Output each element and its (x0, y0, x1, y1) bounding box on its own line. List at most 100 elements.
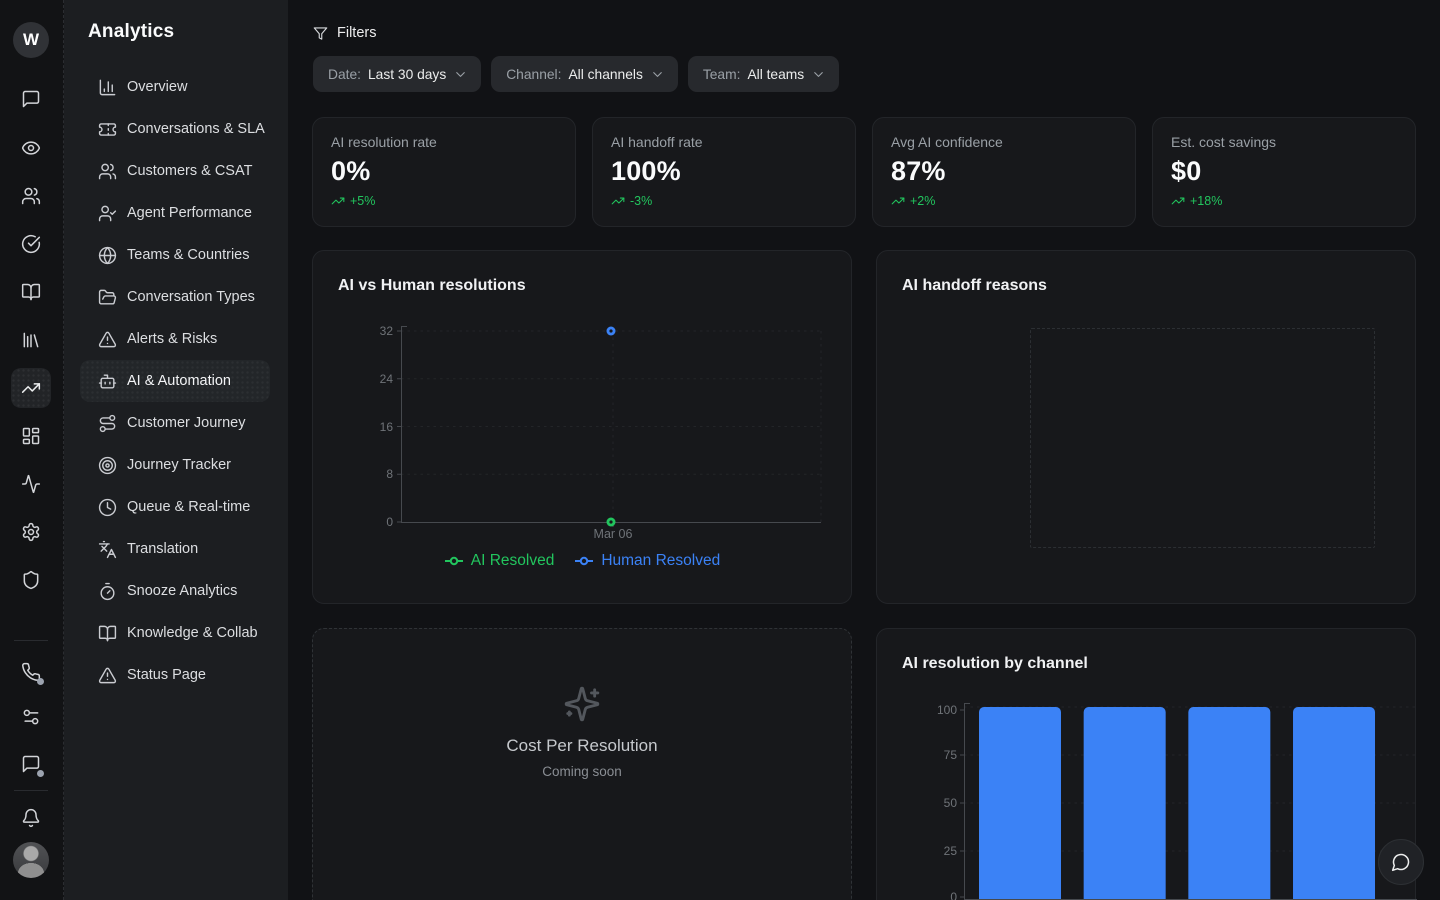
date-filter-dropdown[interactable]: Date: Last 30 days (313, 56, 482, 92)
metric-value: 87% (891, 156, 946, 186)
team-filter-dropdown[interactable]: Team: All teams (687, 56, 840, 92)
metric-value: 100% (611, 156, 681, 186)
y-tick: 50 (944, 796, 958, 810)
metric-label: Avg AI confidence (891, 134, 1003, 150)
avatar[interactable] (13, 842, 49, 878)
filter-value: All channels (568, 66, 643, 82)
bot-icon (98, 373, 117, 389)
activity-icon[interactable] (21, 474, 41, 494)
channel-bar (1083, 707, 1166, 899)
chart-column-icon (99, 79, 116, 95)
sidebar-item-label: Alerts & Risks (127, 331, 218, 347)
metric-label: Est. cost savings (1171, 134, 1277, 150)
chat-status-dot (37, 770, 44, 777)
metric-card-ai-resolution-rate: AI resolution rate 0% +5% (312, 117, 576, 227)
target-icon (98, 456, 117, 474)
book-open-icon[interactable] (21, 282, 41, 302)
sidebar: Analytics Overview Conversations & SLA C… (64, 0, 288, 900)
y-tick: 100 (937, 703, 957, 717)
globe-icon (98, 246, 117, 264)
dashboard-grid-icon[interactable] (21, 426, 41, 446)
trending-up-icon (1171, 197, 1185, 205)
channel-bars-plot: 100 75 50 25 0 (937, 703, 1417, 900)
metric-trend: +5% (331, 194, 557, 208)
legend-ai-resolved: AI Resolved (444, 552, 554, 570)
sidebar-item-ai-automation[interactable]: AI & Automation (80, 360, 270, 402)
sliders-icon[interactable] (21, 707, 41, 727)
sidebar-item-label: Teams & Countries (127, 247, 250, 263)
chevron-down-icon (456, 71, 466, 77)
metric-trend: -3% (611, 194, 837, 208)
chevron-down-icon (814, 71, 823, 77)
metric-card-ai-handoff-rate: AI handoff rate 100% -3% (592, 117, 856, 227)
ai-handoff-reasons-panel: AI handoff reasons (876, 250, 1416, 604)
check-circle-icon[interactable] (21, 234, 41, 254)
rail-divider (14, 640, 48, 641)
shield-icon[interactable] (21, 570, 41, 590)
messages-icon[interactable] (21, 89, 41, 109)
bell-icon[interactable] (21, 808, 41, 828)
data-point-center (609, 329, 613, 333)
channel-filter-dropdown[interactable]: Channel: All channels (491, 56, 678, 92)
legend-marker-icon (575, 556, 594, 566)
sidebar-item-overview[interactable]: Overview (80, 66, 270, 108)
support-chat-button[interactable] (1378, 839, 1424, 885)
sidebar-item-label: Conversations & SLA (127, 121, 265, 137)
sidebar-item-label: Translation (127, 541, 199, 557)
metric-trend: +18% (1171, 194, 1397, 208)
alert-triangle-icon (98, 331, 117, 347)
legend-marker-icon (444, 556, 463, 566)
user-check-icon (98, 205, 117, 221)
sidebar-item-journey-tracker[interactable]: Journey Tracker (80, 444, 270, 486)
ai-resolution-by-channel-panel: AI resolution by channel (876, 628, 1417, 900)
sidebar-item-label: Conversation Types (127, 289, 255, 305)
metric-trend: +2% (891, 194, 1117, 208)
sidebar-item-label: AI & Automation (127, 373, 231, 389)
phone-status-dot (37, 678, 44, 685)
sidebar-item-status-page[interactable]: Status Page (80, 654, 270, 696)
phone-icon[interactable] (21, 662, 44, 685)
library-icon[interactable] (21, 330, 41, 350)
chat-icon[interactable] (21, 754, 44, 777)
rail-divider (14, 790, 48, 791)
funnel-icon (313, 26, 328, 40)
channel-bar (1293, 707, 1376, 899)
sidebar-item-snooze-analytics[interactable]: Snooze Analytics (80, 570, 270, 612)
y-tick: 0 (386, 515, 393, 529)
trending-up-icon (331, 197, 345, 205)
app-logo[interactable]: W (13, 22, 49, 58)
sidebar-item-queue-realtime[interactable]: Queue & Real-time (80, 486, 270, 528)
sidebar-item-label: Status Page (127, 667, 206, 683)
sidebar-item-teams-countries[interactable]: Teams & Countries (80, 234, 270, 276)
x-tick: Mar 06 (594, 527, 633, 541)
filter-value: All teams (747, 66, 805, 82)
metric-value: $0 (1171, 156, 1202, 186)
route-icon (99, 414, 116, 432)
sidebar-nav: Overview Conversations & SLA Customers &… (80, 66, 270, 696)
sidebar-item-conversations-sla[interactable]: Conversations & SLA (80, 108, 270, 150)
clock-icon (98, 498, 117, 516)
eye-icon[interactable] (21, 138, 41, 158)
panel-title: AI handoff reasons (902, 277, 1047, 294)
channel-bar (979, 707, 1061, 899)
sidebar-item-alerts-risks[interactable]: Alerts & Risks (80, 318, 270, 360)
gear-icon[interactable] (21, 522, 41, 542)
sidebar-item-customer-journey[interactable]: Customer Journey (80, 402, 270, 444)
cost-per-resolution-panel: Cost Per Resolution Coming soon (312, 628, 852, 900)
filters-label: Filters (337, 25, 377, 41)
chart-legend: AI Resolved Human Resolved (313, 552, 851, 570)
folder-open-icon (98, 289, 117, 305)
panel-title: AI vs Human resolutions (338, 277, 526, 294)
sidebar-item-conversation-types[interactable]: Conversation Types (80, 276, 270, 318)
sidebar-item-knowledge-collab[interactable]: Knowledge & Collab (80, 612, 270, 654)
languages-icon (98, 540, 117, 558)
sidebar-item-label: Snooze Analytics (127, 583, 238, 599)
users-icon[interactable] (21, 186, 41, 206)
y-tick: 0 (950, 890, 957, 900)
sidebar-item-customers-csat[interactable]: Customers & CSAT (80, 150, 270, 192)
sidebar-item-agent-performance[interactable]: Agent Performance (80, 192, 270, 234)
sidebar-item-translation[interactable]: Translation (80, 528, 270, 570)
trending-up-icon[interactable] (21, 378, 41, 398)
metric-label: AI handoff rate (611, 134, 703, 150)
